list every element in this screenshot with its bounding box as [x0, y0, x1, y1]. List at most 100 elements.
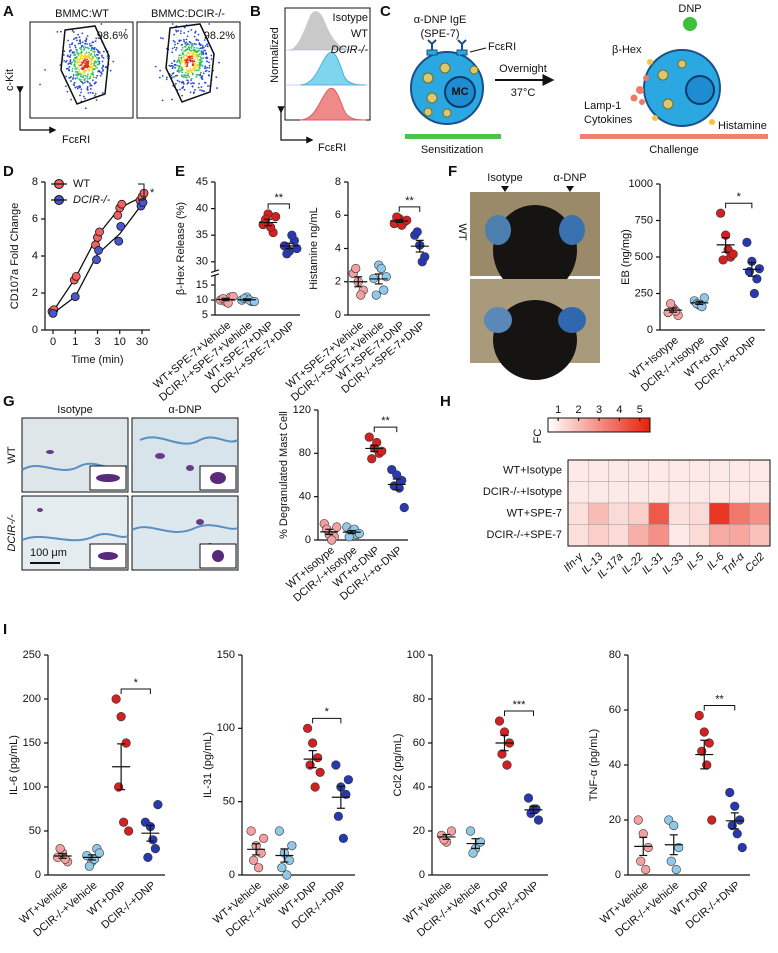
event-dot	[95, 48, 98, 51]
event-dot	[171, 67, 174, 70]
event-dot	[74, 46, 77, 49]
event-dot	[86, 55, 89, 58]
ear	[559, 215, 585, 245]
event-dot	[66, 55, 69, 57]
y-tick-label: 15	[196, 279, 208, 291]
event-dot	[190, 51, 193, 53]
event-dot	[182, 76, 185, 78]
event-dot	[81, 32, 84, 35]
data-point	[523, 793, 534, 803]
heat-cell	[668, 524, 690, 547]
event-dot	[192, 49, 195, 52]
event-dot	[87, 68, 89, 70]
heat-frame	[567, 459, 771, 547]
event-dot	[184, 65, 187, 68]
event-dot	[91, 41, 94, 44]
event-dot	[186, 59, 189, 62]
event-dot	[161, 75, 164, 77]
data-point	[643, 842, 653, 853]
event-dot	[178, 60, 181, 63]
event-dot	[184, 63, 187, 66]
heat-cell	[668, 502, 690, 525]
event-dot	[96, 49, 99, 52]
event-dot	[78, 70, 80, 73]
event-dot	[194, 62, 197, 64]
event-dot	[198, 63, 201, 66]
heat-cell	[729, 481, 750, 504]
data-point	[417, 257, 427, 267]
event-dot	[87, 47, 90, 50]
y-tick-label: 40	[299, 491, 311, 503]
event-dot	[79, 40, 82, 43]
event-dot	[102, 57, 105, 59]
mast-cell	[643, 49, 721, 127]
tissue	[21, 436, 239, 542]
event-dot	[206, 43, 209, 46]
event-dot	[70, 63, 73, 66]
event-dot	[195, 64, 198, 67]
event-dot	[86, 35, 89, 37]
event-dot	[201, 57, 204, 60]
data-point	[343, 775, 353, 785]
event-dot	[62, 54, 65, 56]
data-point	[143, 852, 153, 863]
event-dot	[191, 54, 194, 56]
event-dot	[179, 54, 182, 57]
event-dot	[79, 75, 82, 78]
event-dot	[197, 59, 200, 62]
event-dot	[185, 74, 188, 77]
event-dot	[179, 32, 182, 35]
event-dot	[200, 54, 203, 56]
event-dot	[75, 56, 78, 58]
event-dot	[207, 85, 209, 87]
event-dot	[66, 90, 69, 93]
x-tick-label: 0	[50, 336, 56, 348]
event-dot	[73, 64, 76, 67]
data-point	[271, 211, 281, 222]
data-point	[633, 815, 643, 825]
event-dot	[59, 30, 62, 33]
event-dot	[80, 48, 83, 51]
event-dot	[178, 40, 181, 43]
y-tick-label: 0	[419, 869, 425, 881]
event-dot	[88, 82, 91, 85]
data-point	[282, 249, 292, 259]
plot-title: BMMC:WT	[55, 8, 109, 20]
data-point	[718, 255, 728, 265]
data-point	[282, 870, 292, 880]
heat-cell	[628, 481, 649, 504]
event-dot	[198, 64, 201, 67]
significance-bracket	[504, 710, 534, 716]
event-dot	[97, 57, 100, 59]
event-dot	[68, 68, 71, 71]
event-dot	[181, 71, 184, 74]
event-dot	[101, 56, 103, 58]
diagram-label: Overnight	[499, 63, 547, 75]
data-point	[95, 227, 104, 237]
event-dot	[94, 81, 97, 84]
event-dot	[72, 76, 75, 79]
event-dot	[100, 23, 103, 25]
heat-cell	[588, 459, 609, 482]
event-dot	[205, 69, 208, 72]
event-dot	[72, 83, 75, 86]
y-tick-label: 200	[23, 693, 41, 705]
granules	[657, 59, 687, 110]
data-point	[111, 694, 121, 704]
event-dot	[193, 53, 196, 56]
event-dot	[207, 74, 210, 76]
legend-label: Isotype	[333, 12, 368, 24]
receptor	[456, 49, 468, 56]
event-dot	[178, 71, 181, 73]
event-dot	[184, 42, 187, 44]
event-dot	[79, 60, 81, 63]
data-point	[315, 767, 325, 777]
y-tick-label: 50	[223, 796, 235, 808]
event-dot	[198, 82, 200, 85]
event-dot	[80, 88, 83, 91]
event-dot	[198, 61, 201, 64]
event-dot	[84, 77, 87, 80]
event-dot	[190, 57, 192, 60]
event-dot	[101, 60, 104, 63]
phase-label: Sensitization	[421, 144, 483, 156]
